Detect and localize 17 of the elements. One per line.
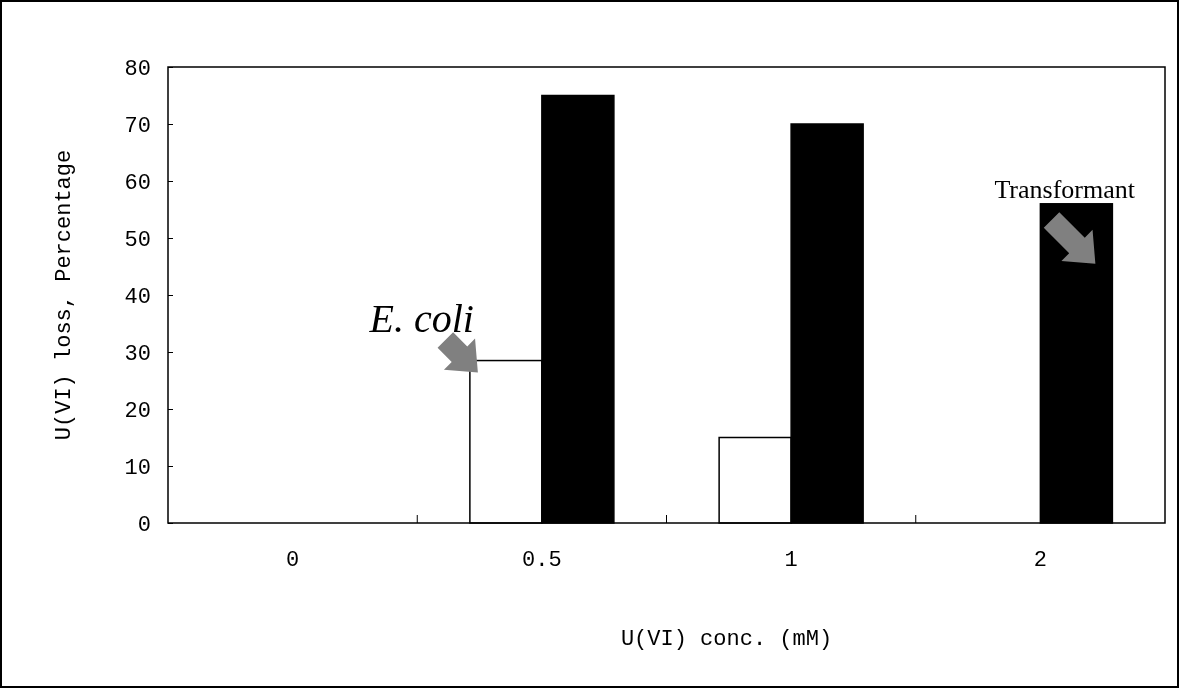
y-tick-label: 60 <box>124 170 151 196</box>
y-tick-label: 80 <box>124 56 151 82</box>
series-label: E. coli <box>368 296 474 342</box>
y-tick-label: 10 <box>124 455 151 481</box>
x-axis-title: U(VI) conc. (mM) <box>620 627 833 652</box>
x-tick-label: 0 <box>286 548 300 573</box>
y-tick-label: 40 <box>124 284 151 310</box>
x-tick-label: 0.5 <box>522 548 562 573</box>
y-tick-label: 0 <box>137 512 151 538</box>
y-axis-title: U(VI) loss, Percentage <box>52 149 77 441</box>
x-tick-label: 2 <box>1033 548 1047 573</box>
y-tick-label: 70 <box>124 113 151 139</box>
y-tick-label: 50 <box>124 227 151 253</box>
x-tick-label: 1 <box>784 548 798 573</box>
y-tick-label: 20 <box>124 398 151 424</box>
series-label: Transformant <box>994 174 1136 204</box>
y-tick-label: 30 <box>124 341 151 367</box>
